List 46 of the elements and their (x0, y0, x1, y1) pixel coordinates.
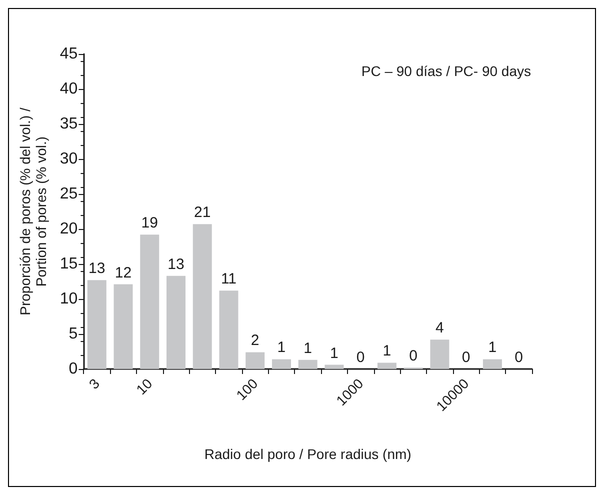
y-tick-label: 45 (60, 46, 78, 62)
data-label: 0 (462, 349, 470, 366)
data-label: 1 (277, 339, 286, 356)
data-label: 0 (356, 349, 365, 366)
y-axis-title: Proporción de poros (% del vol.) / Portion of pores (% vol.) (17, 108, 49, 316)
bar (272, 359, 291, 369)
bar (87, 280, 106, 369)
y-tick-label: 10 (60, 290, 78, 308)
bar (140, 234, 160, 369)
data-label: 1 (330, 344, 338, 362)
bar (166, 276, 186, 369)
data-label: 1 (382, 342, 392, 360)
y-tick-label: 5 (68, 326, 78, 342)
x-tick-label: 3 (86, 375, 103, 392)
y-tick-label: 35 (60, 116, 78, 132)
data-label: 4 (436, 320, 444, 337)
data-label: 13 (88, 260, 106, 278)
data-label: 0 (514, 349, 523, 366)
y-tick-label: 40 (60, 80, 78, 98)
bar (324, 364, 344, 369)
data-label: 11 (220, 270, 237, 288)
text: PC – 90 días / PC- 90 days (361, 63, 531, 79)
y-tick-label: 15 (60, 256, 78, 272)
bar (114, 284, 133, 369)
y-tick-label: 30 (60, 150, 78, 168)
data-label: 1 (304, 340, 312, 357)
data-label: 1 (488, 339, 497, 356)
data-label: 2 (250, 332, 260, 350)
data-label: 19 (141, 214, 158, 232)
bar (430, 340, 450, 369)
bar (192, 224, 212, 369)
y-tick-label: 25 (60, 186, 78, 202)
x-tick-label: 100 (232, 375, 261, 404)
data-label: 21 (194, 204, 211, 222)
data-label: 12 (114, 264, 132, 282)
bar (219, 290, 238, 369)
x-axis-title: Radio del poro / Pore radius (nm) (204, 446, 412, 462)
bar (298, 360, 318, 369)
data-label: 0 (409, 348, 418, 365)
bar (246, 352, 265, 369)
bar (482, 359, 502, 369)
bar (377, 362, 396, 369)
x-tick-label: 10 (132, 375, 156, 398)
data-label: 13 (168, 256, 184, 273)
y-tick-label: 0 (68, 360, 78, 378)
y-tick-label: 20 (60, 220, 78, 238)
